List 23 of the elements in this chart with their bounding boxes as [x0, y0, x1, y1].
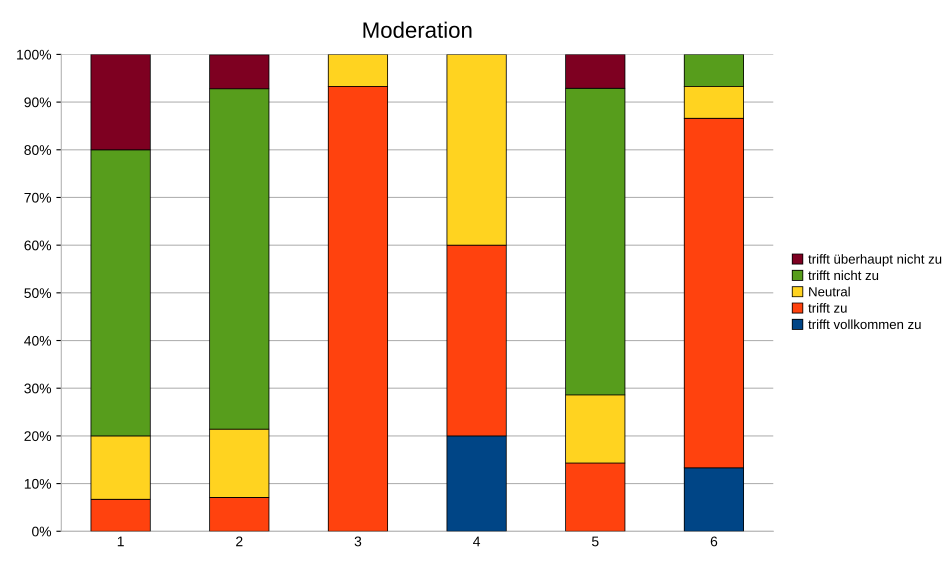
- x-tick-label: 1: [118, 536, 124, 546]
- x-tick-label: 4: [473, 536, 480, 546]
- x-tick-label: 2: [236, 536, 242, 546]
- legend-label: trifft vollkommen zu: [808, 319, 921, 330]
- y-tick-label: 80%: [24, 145, 52, 155]
- y-tick-label: 60%: [24, 240, 52, 250]
- legend-label: Neutral: [809, 286, 850, 296]
- y-tick-label: 10%: [24, 478, 52, 489]
- y-tick-label: 0%: [32, 526, 52, 536]
- x-tick-label: 6: [710, 536, 718, 546]
- x-tick-label: 3: [354, 536, 362, 546]
- y-tick-label: 40%: [24, 336, 52, 346]
- y-tick-label: 70%: [24, 192, 52, 203]
- y-tick-label: 50%: [24, 288, 52, 298]
- legend-label: trifft nicht zu: [808, 270, 878, 280]
- chart-title: Moderation: [364, 22, 472, 38]
- y-tick-label: 90%: [24, 97, 52, 108]
- y-tick-label: 20%: [24, 431, 52, 442]
- legend-label: trifft überhaupt nicht zu: [808, 254, 942, 266]
- y-tick-label: 30%: [24, 384, 52, 394]
- x-tick-label: 5: [592, 536, 599, 546]
- y-tick-label: 100%: [17, 50, 52, 60]
- legend-label: trifft zu: [808, 303, 847, 313]
